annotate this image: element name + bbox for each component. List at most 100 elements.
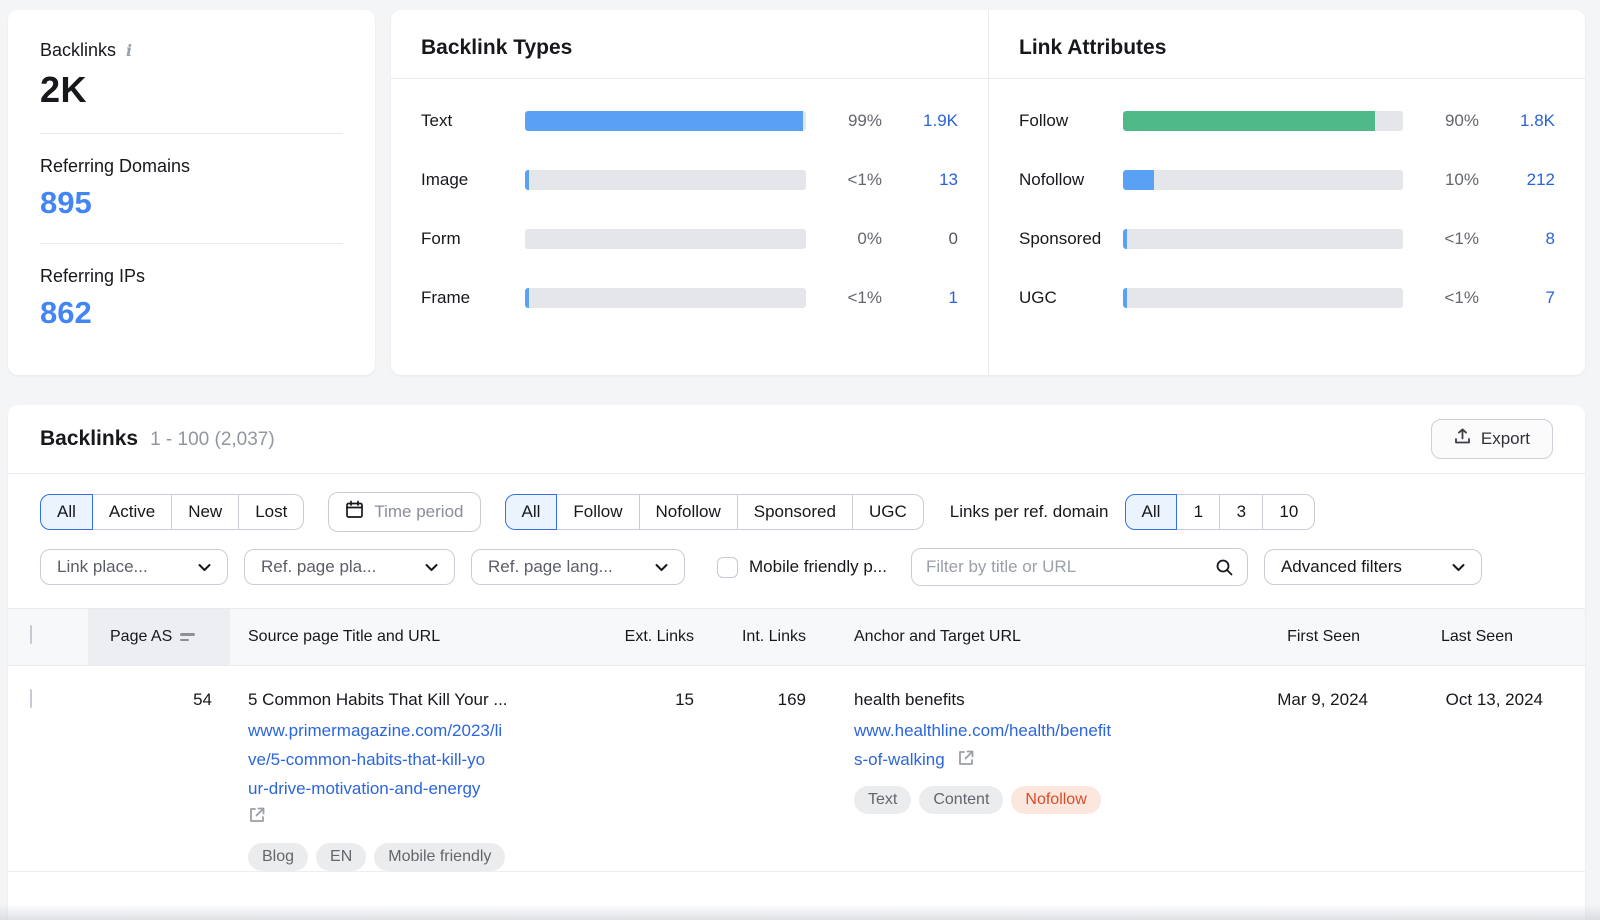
bar-value-link[interactable]: 8 — [1545, 229, 1555, 248]
referring-domains-label: Referring Domains — [40, 156, 191, 176]
status-filter-group: All Active New Lost — [40, 494, 305, 530]
follow-filter-all[interactable]: All — [504, 494, 558, 530]
divider — [40, 243, 343, 244]
bar-value: 0 — [948, 229, 958, 248]
row-checkbox[interactable] — [30, 689, 32, 708]
follow-filter-sponsored[interactable]: Sponsored — [736, 494, 853, 530]
link-placement-dropdown[interactable]: Link place... — [40, 549, 228, 585]
status-filter-all[interactable]: All — [40, 494, 93, 530]
title-url-search — [910, 548, 1248, 586]
bar-track — [525, 170, 806, 190]
links-per-domain-3[interactable]: 3 — [1219, 494, 1264, 530]
target-url-link[interactable]: www.healthline.com/health/benefit — [854, 721, 1112, 740]
links-per-domain-group: All 1 3 10 — [1124, 494, 1316, 530]
referring-ips-value[interactable]: 862 — [40, 295, 92, 330]
bar-label: Frame — [421, 288, 471, 307]
search-input[interactable] — [911, 557, 1203, 577]
status-filter-new[interactable]: New — [171, 494, 240, 530]
bar-value-link[interactable]: 13 — [939, 170, 958, 189]
backlink-types-title: Backlink Types — [421, 36, 573, 59]
export-button[interactable]: Export — [1430, 419, 1553, 459]
column-header-first-seen[interactable]: First Seen — [1287, 628, 1360, 645]
results-range: 1 - 100 (2,037) — [150, 429, 275, 450]
bar-row-text: Text 99% 1.9K — [421, 111, 958, 131]
bar-percent: <1% — [1444, 288, 1480, 307]
bar-track — [525, 111, 806, 131]
bar-fill — [1123, 111, 1375, 131]
bar-percent: 90% — [1444, 111, 1479, 130]
select-all-checkbox[interactable] — [30, 625, 32, 644]
links-per-domain-1[interactable]: 1 — [1176, 494, 1221, 530]
target-url-link[interactable]: s-of-walking — [854, 750, 945, 770]
bar-fill — [1123, 229, 1128, 249]
mobile-friendly-filter[interactable]: Mobile friendly p... — [717, 556, 887, 578]
bar-value-link[interactable]: 212 — [1526, 170, 1555, 189]
backlinks-value: 2K — [40, 69, 88, 110]
column-header-last-seen[interactable]: Last Seen — [1440, 628, 1513, 645]
column-header-page-as[interactable]: Page AS — [88, 609, 230, 665]
bar-label: Image — [421, 170, 469, 189]
link-type-tag: Content — [919, 786, 1004, 815]
chevron-down-icon — [1452, 557, 1465, 577]
external-link-icon[interactable] — [248, 806, 266, 824]
bar-row-ugc: UGC <1% 7 — [1019, 288, 1555, 308]
external-link-icon[interactable] — [957, 749, 975, 767]
status-filter-active[interactable]: Active — [91, 494, 173, 530]
backlinks-label: Backlinks — [40, 40, 117, 60]
table-row: 54 5 Common Habits That Kill Your ... ww… — [8, 666, 1585, 872]
links-per-domain-label: Links per ref. domain — [949, 502, 1109, 521]
referring-domains-value[interactable]: 895 — [40, 185, 92, 220]
follow-filter-nofollow[interactable]: Nofollow — [638, 494, 738, 530]
bar-row-sponsored: Sponsored <1% 8 — [1019, 229, 1555, 249]
divider — [391, 78, 988, 79]
advanced-filters-dropdown[interactable]: Advanced filters — [1263, 549, 1482, 585]
search-icon[interactable] — [1203, 549, 1247, 585]
source-page-title: 5 Common Habits That Kill Your ... — [248, 690, 508, 709]
bar-fill — [525, 288, 530, 308]
bar-label: Form — [421, 229, 461, 248]
column-header-anchor: Anchor and Target URL — [854, 628, 1021, 645]
bar-fill — [1123, 170, 1154, 190]
export-icon — [1454, 428, 1471, 450]
source-url-link[interactable]: ve/5-common-habits-that-kill-yo — [248, 750, 486, 770]
bar-label: Sponsored — [1019, 229, 1102, 248]
sort-icon — [180, 630, 196, 644]
divider — [989, 78, 1585, 79]
links-per-domain-10[interactable]: 10 — [1262, 494, 1316, 530]
bar-value-link[interactable]: 7 — [1545, 288, 1555, 307]
follow-filter-group: All Follow Nofollow Sponsored UGC — [504, 494, 924, 530]
follow-filter-ugc[interactable]: UGC — [851, 494, 924, 530]
column-header-ext-links[interactable]: Ext. Links — [624, 628, 694, 645]
bar-percent: <1% — [847, 170, 883, 189]
advanced-filters-label: Advanced filters — [1280, 557, 1402, 576]
bar-track — [1123, 288, 1403, 308]
summary-card: Backlinks i 2K Referring Domains 895 Ref… — [8, 10, 375, 375]
last-seen-value: Oct 13, 2024 — [1445, 690, 1543, 709]
bar-value-link[interactable]: 1.8K — [1520, 111, 1555, 130]
column-header-int-links[interactable]: Int. Links — [741, 628, 806, 645]
bar-value-link[interactable]: 1 — [948, 288, 958, 307]
source-tag: Mobile friendly — [374, 842, 506, 871]
info-icon[interactable]: i — [126, 41, 133, 60]
page-as-value: 54 — [193, 690, 212, 709]
backlinks-section-title: Backlinks — [40, 427, 139, 450]
bar-value-link[interactable]: 1.9K — [923, 111, 958, 130]
divider — [8, 473, 1585, 474]
mobile-friendly-checkbox[interactable] — [717, 556, 738, 578]
time-period-button[interactable]: Time period — [328, 492, 481, 532]
link-attributes-title: Link Attributes — [1019, 36, 1167, 59]
source-url-link[interactable]: ur-drive-motivation-and-energy — [248, 779, 481, 799]
follow-filter-follow[interactable]: Follow — [556, 494, 640, 530]
links-per-domain-all[interactable]: All — [1124, 494, 1178, 530]
bar-track — [1123, 111, 1403, 131]
calendar-icon — [345, 500, 364, 524]
ref-page-language-dropdown[interactable]: Ref. page lang... — [471, 549, 685, 585]
nofollow-tag: Nofollow — [1011, 786, 1101, 815]
time-period-label: Time period — [374, 502, 464, 521]
bar-fill — [525, 111, 804, 131]
source-url-link[interactable]: www.primermagazine.com/2023/li — [248, 721, 503, 740]
link-attributes-panel: Link Attributes Follow 90% 1.8K Nofollow… — [988, 10, 1585, 375]
status-filter-lost[interactable]: Lost — [238, 494, 305, 530]
bars-card: Backlink Types Text 99% 1.9K Image <1% 1… — [391, 10, 1585, 375]
ref-page-platform-dropdown[interactable]: Ref. page pla... — [244, 549, 455, 585]
